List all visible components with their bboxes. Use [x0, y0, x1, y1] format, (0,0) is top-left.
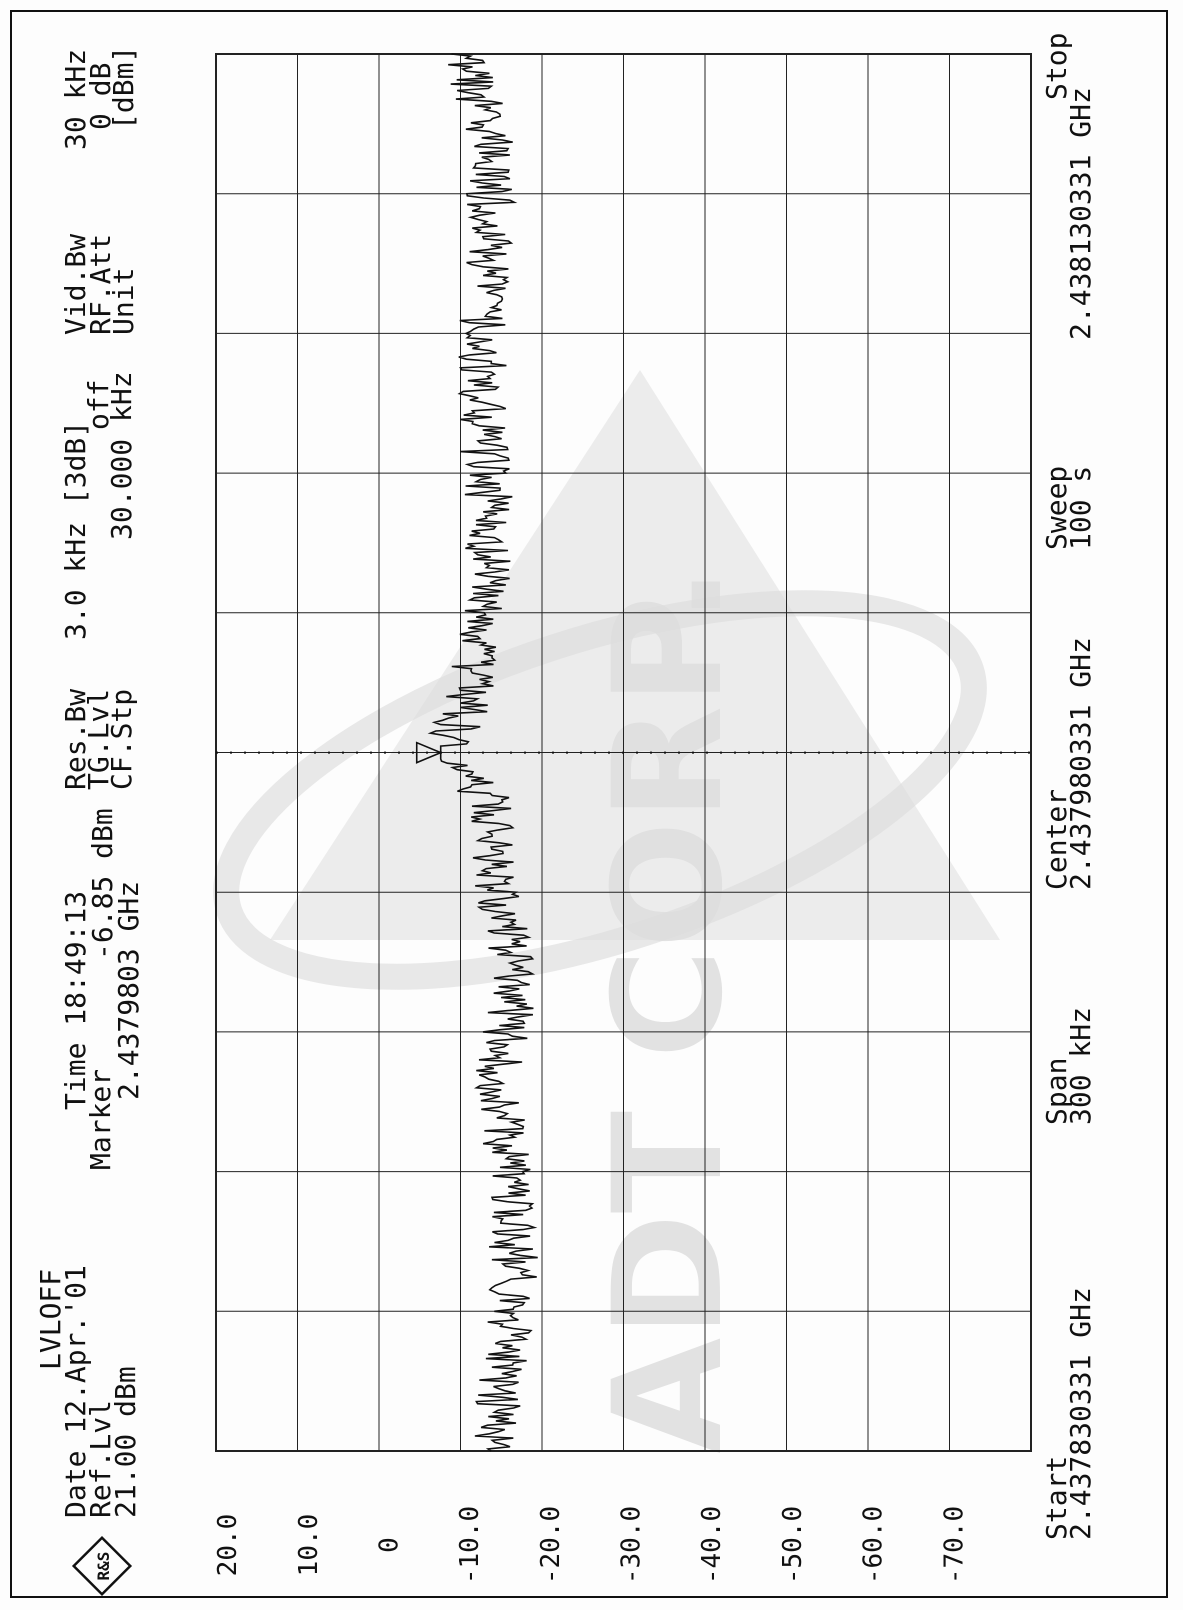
- marker-level-value: -6.85 dBm: [86, 808, 119, 960]
- marker-triangle: [415, 741, 443, 764]
- tg-level-value: off: [82, 379, 115, 430]
- y-tick-label: -50.0: [778, 1506, 808, 1584]
- center-label: Center: [1040, 789, 1073, 890]
- vid-bw-value: 30 kHz: [59, 49, 92, 150]
- y-tick-label: 10.0: [294, 1514, 324, 1577]
- sweep-label: Sweep: [1040, 466, 1073, 550]
- res-bw-value: 3.0 kHz [3dB]: [59, 421, 92, 640]
- y-tick-label: 20.0: [213, 1514, 243, 1577]
- time-text: Time 18:49:13: [59, 891, 92, 1110]
- sweep-value: 100 s: [1064, 466, 1097, 550]
- cf-step-value: 30.000 kHz: [105, 371, 138, 540]
- rf-att-value: 0 dB: [84, 63, 117, 130]
- span-label: Span: [1040, 1058, 1073, 1125]
- cf-step-label: CF.Stp: [105, 689, 138, 790]
- marker-freq-value: 2.4379803 GHz: [112, 881, 145, 1100]
- y-tick-label: -30.0: [617, 1506, 647, 1584]
- y-tick-label: -40.0: [697, 1506, 727, 1584]
- vid-bw-label: Vid.Bw: [59, 234, 92, 335]
- rs-logo-icon: [71, 1535, 133, 1597]
- res-bw-label: Res.Bw: [59, 689, 92, 790]
- span-value: 300 kHz: [1064, 1007, 1097, 1125]
- y-tick-label: -10.0: [455, 1506, 485, 1584]
- printout-frame: [10, 10, 1168, 1598]
- ref-level-label: Ref.Lvl: [84, 1400, 117, 1518]
- stop-value: 2.438130331 GHz: [1064, 87, 1097, 340]
- y-tick-label: -70.0: [939, 1506, 969, 1584]
- rf-att-label: RF.Att: [84, 234, 117, 335]
- marker-label: Marker: [84, 1069, 117, 1170]
- tg-level-label: TG.Lvl: [82, 689, 115, 790]
- date-text: Date 12.Apr.'01: [59, 1265, 92, 1518]
- plot-grid: [215, 53, 1032, 1452]
- annotation-layer: 20.0 10.0 0 -10.0 -20.0 -30.0 -40.0 -50.0 -60.0 -…: [34, 33, 1097, 1597]
- adt-corp-watermark: ADT CORP.: [213, 370, 1000, 1454]
- ref-level-value: 21.00 dBm: [109, 1366, 142, 1518]
- unit-value: [dBm]: [107, 46, 140, 130]
- start-value: 2.437830331 GHz: [1064, 1287, 1097, 1540]
- rs-logo-text: R&S: [94, 1552, 113, 1581]
- mode-text: LVLOFF: [34, 1269, 67, 1370]
- y-tick-label: -60.0: [859, 1506, 889, 1584]
- y-tick-label: -20.0: [536, 1506, 566, 1584]
- watermark-triangle: [270, 370, 1000, 940]
- watermark-text: ADT CORP.: [582, 566, 756, 1454]
- stop-label: Stop: [1040, 33, 1073, 100]
- y-tick-label: 0: [374, 1537, 404, 1553]
- unit-label: Unit: [107, 268, 140, 335]
- trace-layer: [216, 53, 1031, 1452]
- watermark-ellipse: [213, 590, 987, 990]
- start-label: Start: [1040, 1456, 1073, 1540]
- center-value: 2.437980331 GHz: [1064, 637, 1097, 890]
